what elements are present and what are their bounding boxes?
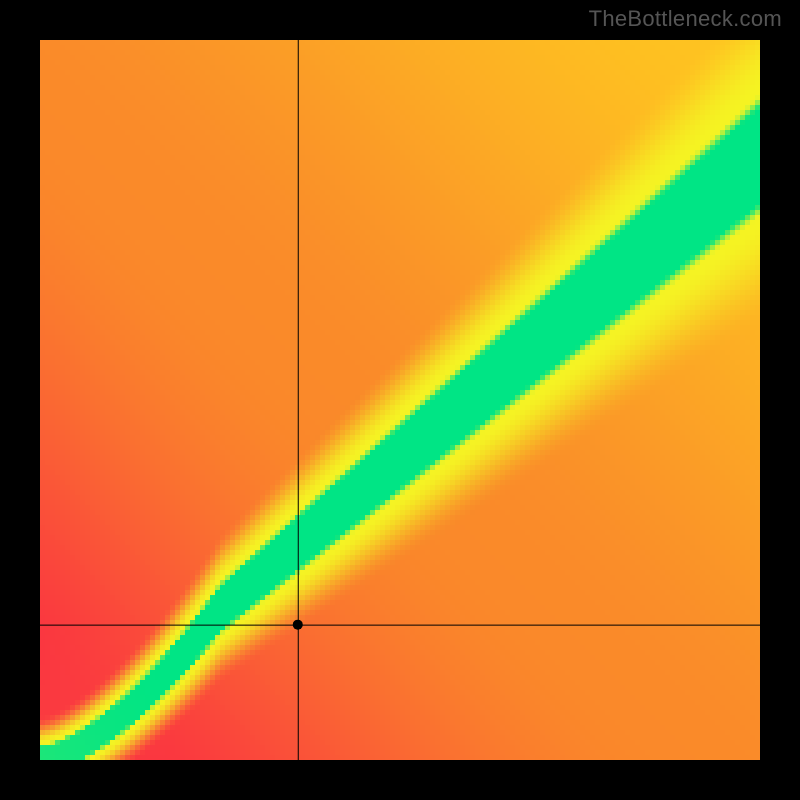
- heatmap-canvas: [0, 0, 800, 800]
- watermark-text: TheBottleneck.com: [589, 6, 782, 32]
